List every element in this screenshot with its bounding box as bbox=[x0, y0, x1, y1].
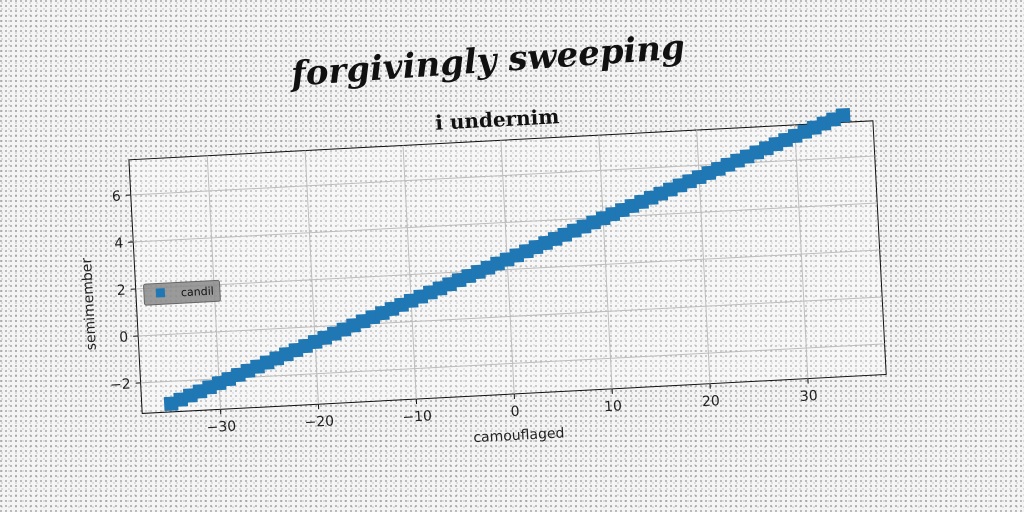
y-tick-label: 6 bbox=[112, 189, 122, 205]
y-axis-label: semimember bbox=[79, 257, 100, 351]
y-tick-label: 2 bbox=[116, 283, 126, 299]
x-tick-label: 20 bbox=[702, 393, 721, 410]
grid-line-x bbox=[794, 124, 809, 379]
y-tick-label: 0 bbox=[119, 329, 129, 345]
y-tick-label: 4 bbox=[114, 236, 124, 252]
grid-line-y bbox=[140, 343, 885, 384]
grid-line-x bbox=[304, 150, 319, 405]
x-tick-label: −30 bbox=[206, 419, 236, 437]
figure-title: forgivingly sweeping bbox=[288, 27, 686, 95]
chart-title: i undernim bbox=[435, 104, 560, 134]
y-tick-label: −2 bbox=[110, 376, 131, 393]
series-candil bbox=[163, 107, 851, 412]
x-tick-label: 0 bbox=[510, 404, 520, 420]
legend-box bbox=[143, 279, 221, 306]
grid-line-y bbox=[133, 202, 878, 243]
x-tick-label: 10 bbox=[604, 398, 623, 415]
legend: candil bbox=[143, 279, 221, 306]
legend-label-candil: candil bbox=[181, 285, 214, 300]
grid-line-x bbox=[500, 140, 515, 394]
grid-line-y bbox=[135, 249, 880, 290]
data-point bbox=[835, 107, 851, 123]
x-tick-label: −10 bbox=[402, 408, 432, 426]
x-tick-label: −20 bbox=[304, 413, 334, 431]
x-tick-label: 30 bbox=[799, 388, 818, 405]
legend-marker-candil bbox=[155, 288, 166, 298]
grid-line-x bbox=[598, 135, 613, 389]
x-axis-label: camouflaged bbox=[473, 425, 565, 446]
grid-line-x bbox=[402, 145, 417, 400]
grid-line-y bbox=[138, 296, 883, 337]
